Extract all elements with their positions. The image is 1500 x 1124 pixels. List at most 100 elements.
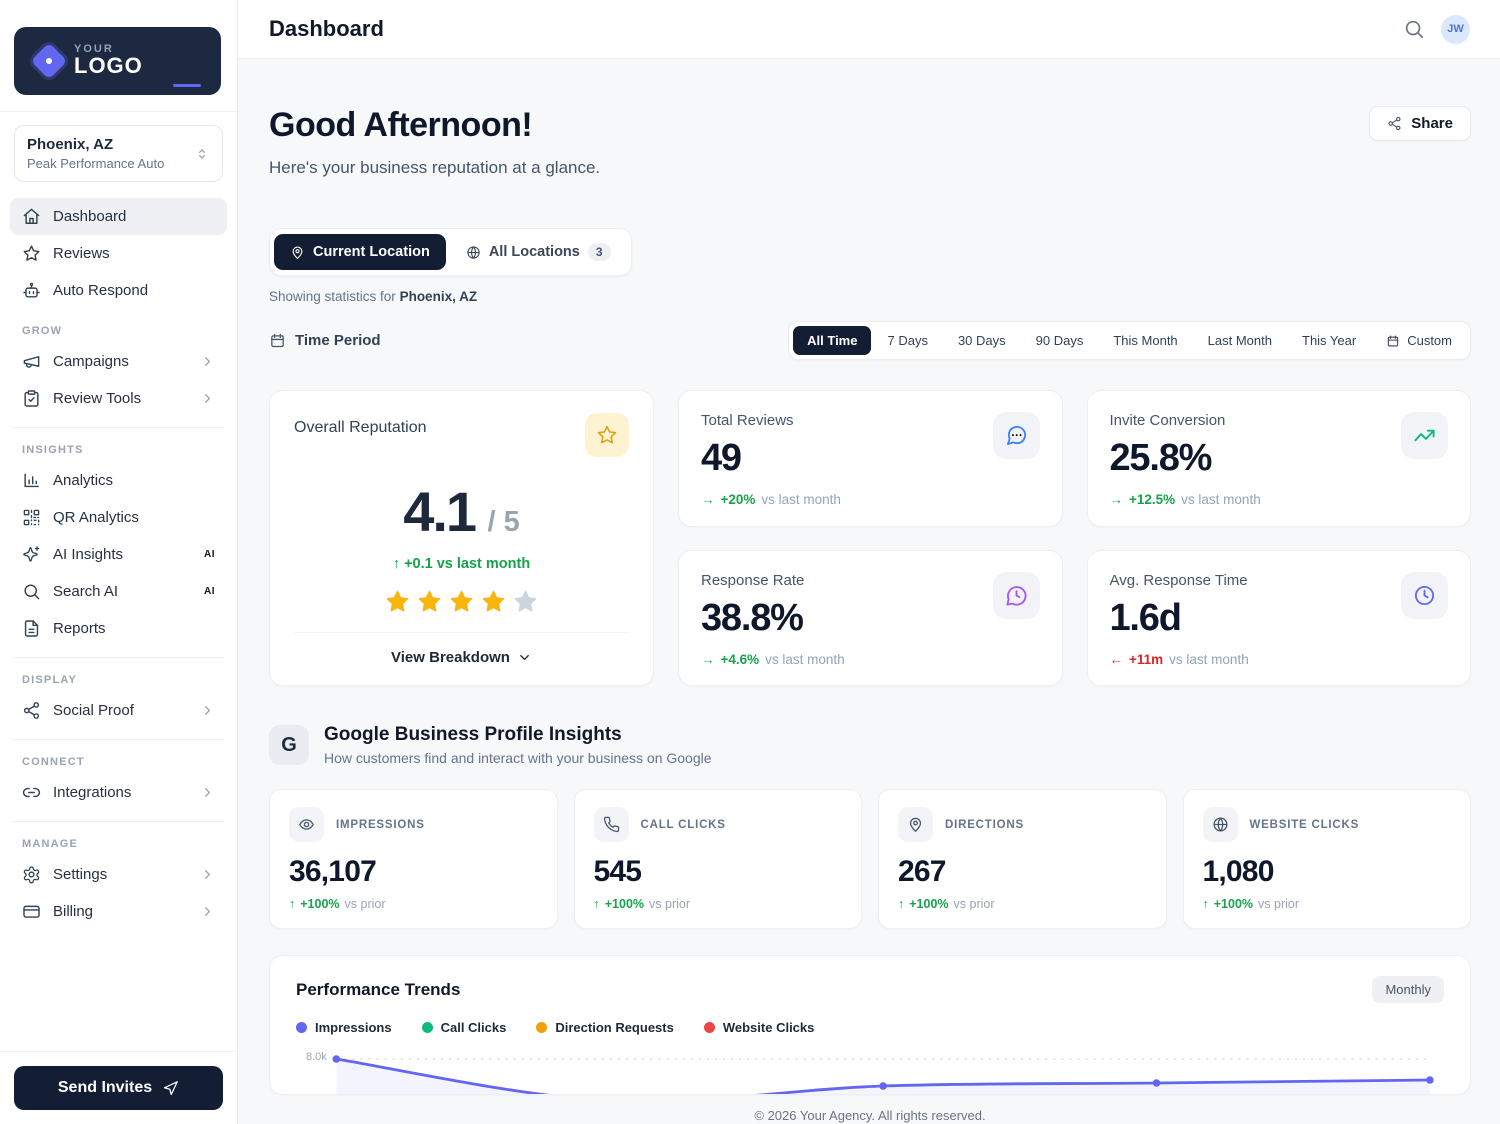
sidebar-item-label: Dashboard xyxy=(53,208,127,225)
gbp-section-header: G Google Business Profile Insights How c… xyxy=(269,724,1471,766)
sidebar-item-search-ai[interactable]: Search AI AI xyxy=(10,573,227,610)
total-reviews-card: Total Reviews 49 → +20% vs last month xyxy=(678,390,1063,527)
sidebar-item-reviews[interactable]: Reviews xyxy=(10,235,227,272)
divider xyxy=(12,657,225,658)
greeting-row: Good Afternoon! Here's your business rep… xyxy=(269,106,1471,178)
phone-icon xyxy=(593,807,629,842)
sidebar-item-billing[interactable]: Billing xyxy=(10,893,227,930)
sidebar-item-reports[interactable]: Reports xyxy=(10,610,227,647)
legend-dot-icon xyxy=(703,1022,715,1033)
time-period-bar: All Time 7 Days 30 Days 90 Days This Mon… xyxy=(788,321,1471,360)
trending-up-icon xyxy=(1401,412,1448,459)
time-period-label: Time Period xyxy=(295,332,381,349)
location-selector-location: Phoenix, AZ xyxy=(27,136,114,153)
map-pin-icon xyxy=(290,245,305,260)
sidebar-item-dashboard[interactable]: Dashboard xyxy=(10,198,227,235)
chevron-right-icon xyxy=(200,703,215,718)
map-pin-icon xyxy=(898,807,933,842)
sidebar-section-grow: GROW xyxy=(22,325,63,337)
sidebar-item-label: Billing xyxy=(53,903,94,920)
bar-chart-icon xyxy=(22,471,41,490)
footer-copyright: © 2026 Your Agency. All rights reserved. xyxy=(754,1108,986,1123)
call-clicks-tile: CALL CLICKS 545 ↑ +100% vs prior xyxy=(573,789,862,929)
chart-legend: Impressions Call Clicks Direction Reques… xyxy=(296,1020,1444,1035)
sidebar-item-qr-analytics[interactable]: QR Analytics xyxy=(10,499,227,536)
qr-code-icon xyxy=(22,508,41,527)
time-period-last-month[interactable]: Last Month xyxy=(1194,326,1286,355)
sidebar-item-label: Settings xyxy=(53,866,108,883)
arrow-up-glyph: ↑ xyxy=(289,897,296,911)
chevron-right-icon xyxy=(200,391,215,406)
send-invites-label: Send Invites xyxy=(57,1079,153,1096)
greeting-title: Good Afternoon! xyxy=(269,106,533,144)
website-clicks-tile: WEBSITE CLICKS 1,080 ↑ +100% vs prior xyxy=(1182,789,1471,929)
star-badge-icon xyxy=(585,413,629,457)
chevron-right-icon xyxy=(200,904,215,919)
chevron-down-icon xyxy=(517,650,532,665)
send-icon xyxy=(162,1080,179,1097)
legend-dot-icon xyxy=(296,1022,307,1033)
time-period-all-time[interactable]: All Time xyxy=(793,326,872,355)
sidebar-item-campaigns[interactable]: Campaigns xyxy=(10,343,227,380)
time-period-this-year[interactable]: This Year xyxy=(1288,326,1370,355)
tab-current-location-label: Current Location xyxy=(313,244,430,260)
showing-statistics-text: Showing statistics for Phoenix, AZ xyxy=(269,289,478,304)
legend-dot-icon xyxy=(421,1022,433,1033)
sidebar-item-auto-respond[interactable]: Auto Respond xyxy=(10,272,227,309)
arrow-up-glyph: ↑ xyxy=(898,897,905,911)
time-period-30-days[interactable]: 30 Days xyxy=(944,326,1020,355)
directions-tile: DIRECTIONS 267 ↑ +100% vs prior xyxy=(878,789,1167,929)
bot-icon xyxy=(22,281,41,300)
legend-website-clicks: Website Clicks xyxy=(703,1020,814,1035)
time-period-custom[interactable]: Custom xyxy=(1372,326,1466,355)
share-button[interactable]: Share xyxy=(1369,106,1471,141)
share-nodes-icon xyxy=(22,701,41,720)
star-icon xyxy=(22,244,41,263)
google-badge: G xyxy=(269,725,309,765)
sidebar-item-social-proof[interactable]: Social Proof xyxy=(10,692,227,729)
performance-trends-card: Performance Trends Monthly Impressions C… xyxy=(269,955,1471,1095)
chevrons-up-down-icon xyxy=(194,146,210,162)
time-period-this-month[interactable]: This Month xyxy=(1099,326,1191,355)
sidebar-item-label: QR Analytics xyxy=(53,509,139,526)
credit-card-icon xyxy=(22,902,41,921)
clipboard-check-icon xyxy=(22,389,41,408)
time-period-label-group: Time Period xyxy=(269,332,381,349)
logo-diamond-icon xyxy=(30,42,68,80)
sidebar-item-label: AI Insights xyxy=(53,546,124,563)
logo-area: YOUR LOGO xyxy=(0,0,237,112)
sidebar-item-integrations[interactable]: Integrations xyxy=(10,774,227,811)
view-breakdown-button[interactable]: View Breakdown xyxy=(391,649,532,666)
time-period-7-days[interactable]: 7 Days xyxy=(873,326,941,355)
star-icon xyxy=(512,588,539,615)
sidebar-item-review-tools[interactable]: Review Tools xyxy=(10,380,227,417)
sidebar-item-analytics[interactable]: Analytics xyxy=(10,462,227,499)
megaphone-icon xyxy=(22,352,41,371)
invite-conversion-card: Invite Conversion 25.8% → +12.5% vs last… xyxy=(1086,390,1471,527)
share-label: Share xyxy=(1411,115,1453,132)
calendar-icon xyxy=(1386,334,1400,348)
sidebar-item-settings[interactable]: Settings xyxy=(10,856,227,893)
tab-all-locations-label: All Locations xyxy=(488,244,580,260)
location-selector[interactable]: Phoenix, AZ Peak Performance Auto xyxy=(14,125,223,182)
gbp-title: Google Business Profile Insights xyxy=(324,724,622,745)
showing-location: Phoenix, AZ xyxy=(399,289,478,304)
gear-icon xyxy=(22,865,41,884)
chevron-right-icon xyxy=(200,354,215,369)
sidebar-item-label: Reviews xyxy=(53,245,110,262)
sidebar-item-ai-insights[interactable]: AI Insights AI xyxy=(10,536,227,573)
search-icon[interactable] xyxy=(1403,18,1425,40)
arrow-up-glyph: ↑ xyxy=(392,556,401,572)
sparkles-icon xyxy=(22,545,41,564)
trends-period-badge[interactable]: Monthly xyxy=(1372,976,1444,1003)
sidebar-item-label: Integrations xyxy=(53,784,132,801)
avatar[interactable]: JW xyxy=(1441,14,1470,44)
sidebar-section-connect: CONNECT xyxy=(22,756,85,768)
tab-all-locations[interactable]: All Locations 3 xyxy=(450,233,627,271)
time-period-row: Time Period All Time 7 Days 30 Days 90 D… xyxy=(269,321,1471,360)
time-period-90-days[interactable]: 90 Days xyxy=(1022,326,1098,355)
tab-current-location[interactable]: Current Location xyxy=(274,234,446,270)
calendar-icon xyxy=(269,332,286,349)
send-invites-button[interactable]: Send Invites xyxy=(14,1066,223,1110)
